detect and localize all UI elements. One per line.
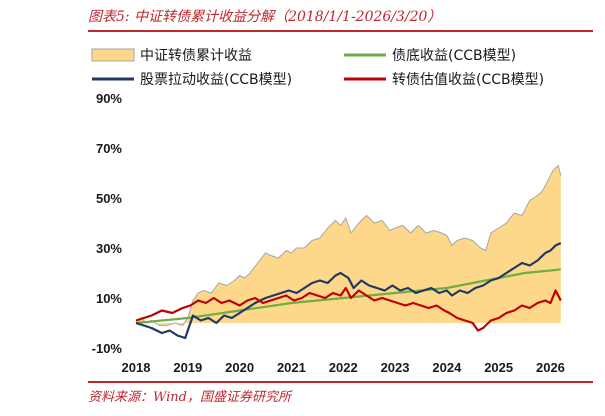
y-axis: 90% 70% 50% 30% 10% -10% [92, 91, 123, 356]
x-tick-label: 2020 [225, 360, 254, 375]
y-tick-label: 10% [96, 291, 122, 306]
legend-label: 股票拉动收益(CCB模型) [140, 72, 292, 88]
x-tick-label: 2024 [432, 360, 462, 375]
x-tick-label: 2022 [329, 360, 358, 375]
series-line-3 [135, 286, 562, 332]
series-area-outline [135, 164, 562, 327]
x-tick-label: 2021 [277, 360, 306, 375]
y-tick-label: 30% [96, 241, 122, 256]
source-rule [88, 381, 593, 383]
x-tick-label: 2018 [122, 360, 151, 375]
figure-title: 图表5: 中证转债累计收益分解（2018/1/1-2026/3/20） [88, 9, 442, 25]
y-tick-label: -10% [92, 341, 123, 356]
plot-area [135, 164, 562, 340]
legend-label: 转债估值收益(CCB模型) [392, 72, 544, 88]
x-axis: 2018 2019 2020 2021 2022 2023 2024 2025 2026 [122, 360, 565, 375]
y-tick-label: 70% [96, 141, 122, 156]
x-tick-label: 2019 [173, 360, 202, 375]
y-tick-label: 50% [96, 191, 122, 206]
legend-swatch-area [91, 48, 135, 62]
source-note: 资料来源：Wind，国盛证券研究所 [88, 390, 291, 405]
legend: 中证转债累计收益 债底收益(CCB模型) 股票拉动收益(CCB模型) 转债估值收益(C… [91, 48, 544, 88]
y-tick-label: 90% [96, 91, 122, 106]
x-tick-label: 2023 [381, 360, 410, 375]
x-tick-label: 2026 [536, 360, 565, 375]
legend-label: 债底收益(CCB模型) [392, 48, 516, 64]
legend-label: 中证转债累计收益 [140, 48, 252, 64]
series-line-1 [135, 268, 561, 325]
title-rule [88, 30, 593, 32]
x-tick-label: 2025 [484, 360, 513, 375]
series-line-2 [135, 242, 562, 340]
